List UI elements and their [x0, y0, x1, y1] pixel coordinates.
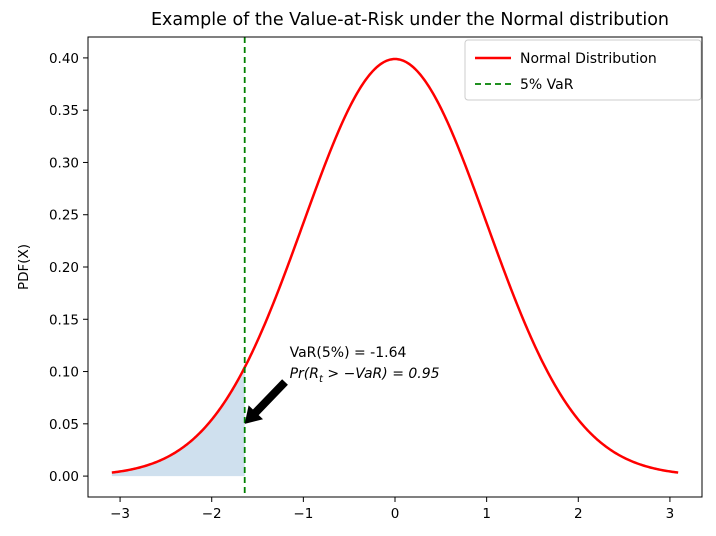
y-axis-label: PDF(X): [16, 244, 32, 290]
annotation-probability-r: R: [309, 366, 319, 382]
annotation-var-value: VaR(5%) = -1.64: [290, 345, 407, 361]
series-normal-distribution-line: [111, 57, 679, 474]
annotation-probability-prefix: Pr(: [290, 366, 310, 382]
y-tick-label: 0.05: [49, 417, 79, 433]
shaded-tail-region: [111, 367, 245, 477]
legend-box: [464, 39, 702, 101]
legend-label-var: 5% VaR: [520, 77, 574, 93]
annotation-probability-suffix: > −VaR) = 0.95: [323, 366, 440, 382]
y-tick-label: 0.20: [49, 260, 79, 276]
legend: Normal Distribution 5% VaR: [464, 39, 702, 101]
y-tick-label: 0.10: [49, 365, 79, 381]
x-tick-label: 3: [666, 506, 675, 522]
annotation-probability: Pr(Rt > −VaR) = 0.95: [290, 366, 440, 385]
annotation-probability-subscript: t: [319, 374, 324, 385]
x-tick-label: 0: [391, 506, 400, 522]
legend-label-normal-distribution: Normal Distribution: [520, 51, 657, 67]
y-tick-label: 0.40: [49, 51, 79, 67]
y-axis-ticks: 0.00 0.05 0.10 0.15 0.20 0.25 0.30 0.35 0.40: [49, 51, 88, 485]
x-tick-label: −2: [202, 506, 222, 522]
y-tick-label: 0.00: [49, 469, 79, 485]
x-tick-label: 2: [574, 506, 583, 522]
x-tick-label: 1: [482, 506, 491, 522]
chart-title: Example of the Value-at-Risk under the N…: [151, 10, 669, 30]
y-tick-label: 0.30: [49, 155, 79, 171]
x-tick-label: −3: [110, 506, 130, 522]
y-tick-label: 0.15: [49, 312, 79, 328]
annotation-arrow: [244, 379, 288, 424]
x-axis-ticks: −3 −2 −1 0 1 2 3: [110, 497, 674, 522]
y-tick-label: 0.25: [49, 208, 79, 224]
x-tick-label: −1: [293, 506, 313, 522]
var-annotation: VaR(5%) = -1.64 Pr(Rt > −VaR) = 0.95: [244, 345, 440, 424]
y-tick-label: 0.35: [49, 103, 79, 119]
